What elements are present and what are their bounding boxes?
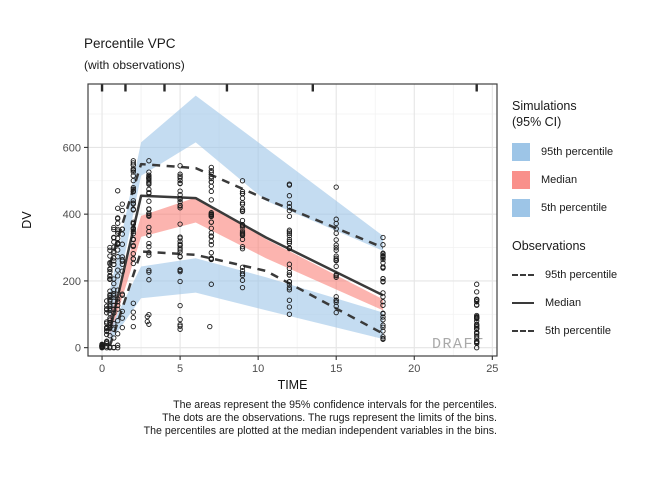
legend-label: Median xyxy=(541,174,578,186)
y-axis: 0 200 400 600 DV xyxy=(20,142,88,355)
obs-line-95th-percentile xyxy=(108,162,384,265)
obs-line-median xyxy=(108,194,384,332)
x-axis-title: TIME xyxy=(278,378,308,392)
legend-observations-title: Observations xyxy=(512,239,586,253)
svg-text:20: 20 xyxy=(408,363,420,375)
caption-line-3: The percentiles are plotted at the media… xyxy=(143,425,497,437)
legend-item-obs-5th: 5th percentile xyxy=(512,325,668,337)
bin-limit-rugs xyxy=(100,84,478,92)
band-5th-percentile-ci xyxy=(109,258,384,343)
observation-points xyxy=(99,158,480,351)
svg-text:0: 0 xyxy=(99,363,105,375)
simulation-ci-bands xyxy=(109,95,384,343)
legend-simulations-title-line2: (95% CI) xyxy=(512,115,562,129)
svg-text:15: 15 xyxy=(330,363,342,375)
swatch-95th-percentile xyxy=(512,143,530,161)
legend-item-sim-95th: 95th percentile xyxy=(512,143,668,161)
y-axis-title: DV xyxy=(20,211,34,229)
svg-text:10: 10 xyxy=(252,363,264,375)
legend-item-sim-5th: 5th percentile xyxy=(512,199,668,217)
plot-title: Percentile VPC xyxy=(84,36,176,51)
svg-text:400: 400 xyxy=(63,209,81,221)
legend-simulations-title: Simulations (95% CI) xyxy=(512,98,668,130)
legend-label: 95th percentile xyxy=(545,269,618,281)
legend-item-sim-median: Median xyxy=(512,171,668,189)
svg-text:25: 25 xyxy=(486,363,498,375)
dashed-line-key-icon xyxy=(512,274,534,276)
caption-line-2: The dots are the observations. The rugs … xyxy=(162,412,497,424)
caption-line-1: The areas represent the 95% confidence i… xyxy=(173,399,497,411)
svg-text:600: 600 xyxy=(63,142,81,154)
swatch-median xyxy=(512,171,530,189)
solid-line-key-icon xyxy=(512,302,534,304)
draft-watermark: DRAFT xyxy=(432,336,485,353)
svg-text:5: 5 xyxy=(177,363,183,375)
legend-label: 5th percentile xyxy=(541,202,608,214)
dashed-line-key-icon xyxy=(512,330,534,332)
observed-percentile-lines xyxy=(108,162,384,347)
legend-label: 95th percentile xyxy=(541,146,614,158)
legend-label: 5th percentile xyxy=(545,325,612,337)
figure-caption: The areas represent the 95% confidence i… xyxy=(144,399,497,438)
svg-text:200: 200 xyxy=(63,276,81,288)
panel-border xyxy=(87,83,498,357)
legend-simulations-title-line1: Simulations xyxy=(512,99,577,113)
legend: Simulations (95% CI) 95th percentile Med… xyxy=(512,98,668,353)
svg-text:0: 0 xyxy=(75,343,81,355)
band-95th-percentile-ci xyxy=(109,95,384,328)
legend-item-obs-median: Median xyxy=(512,297,668,309)
legend-label: Median xyxy=(545,297,582,309)
legend-item-obs-95th: 95th percentile xyxy=(512,269,668,281)
x-axis: 0 5 10 15 20 25 TIME xyxy=(99,356,498,392)
plot-subtitle: (with observations) xyxy=(84,58,185,72)
swatch-5th-percentile xyxy=(512,199,530,217)
